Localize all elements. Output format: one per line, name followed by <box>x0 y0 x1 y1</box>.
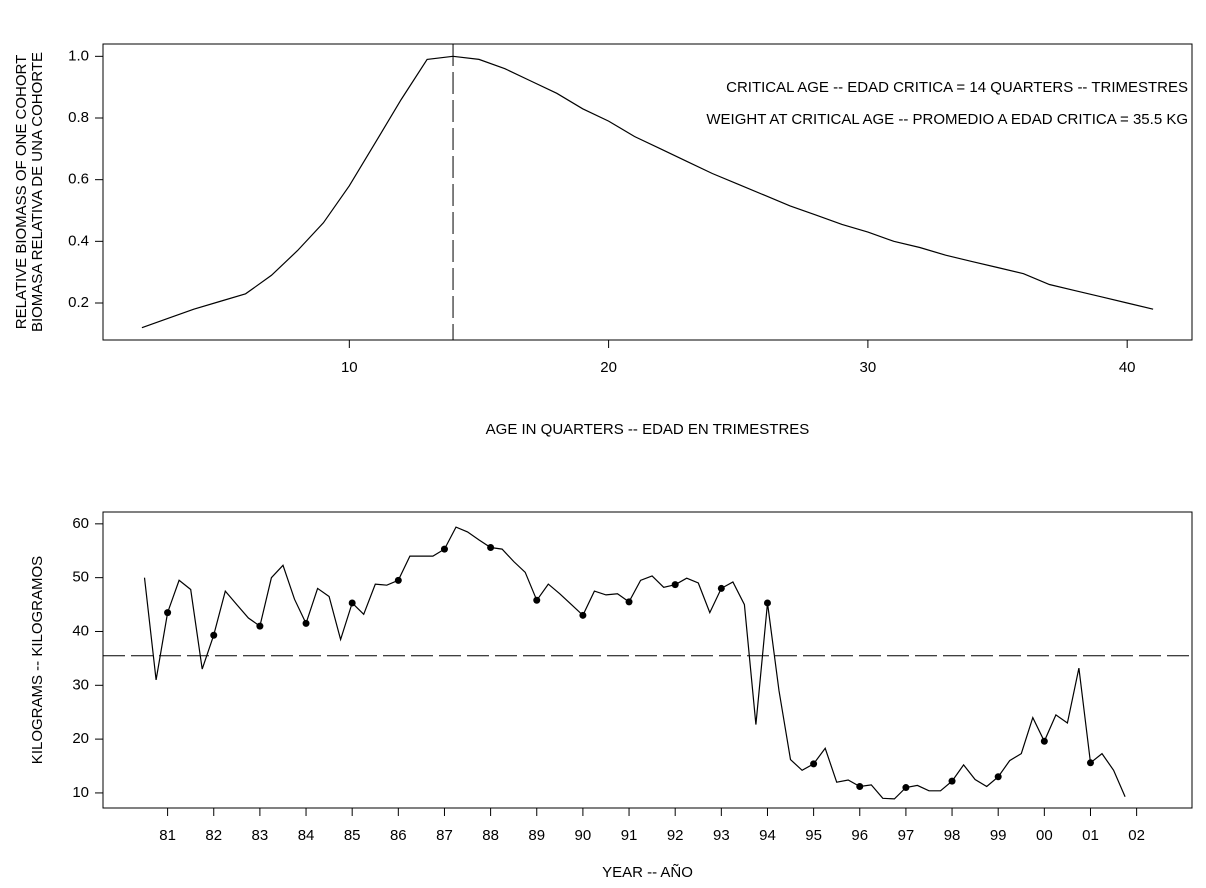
x-tick-label: 20 <box>600 359 617 376</box>
x-tick-label: 97 <box>898 827 915 844</box>
marker <box>164 609 172 617</box>
x-tick-label: 83 <box>252 827 269 844</box>
marker <box>948 777 956 785</box>
x-tick-label: 91 <box>621 827 638 844</box>
x-axis-label: YEAR -- AÑO <box>602 864 693 881</box>
marker <box>256 622 264 630</box>
y-tick-label: 0.2 <box>68 294 89 311</box>
marker <box>994 773 1002 781</box>
x-tick-label: 40 <box>1119 359 1136 376</box>
x-tick-label: 94 <box>759 827 776 844</box>
marker <box>210 631 218 639</box>
x-tick-label: 90 <box>575 827 592 844</box>
marker <box>440 545 448 553</box>
y-tick-label: 60 <box>72 515 89 532</box>
x-tick-label: 88 <box>482 827 499 844</box>
y-tick-label: 1.0 <box>68 47 89 64</box>
marker <box>1086 759 1094 767</box>
x-tick-label: 30 <box>860 359 877 376</box>
y-tick-label: 0.8 <box>68 109 89 126</box>
x-tick-label: 86 <box>390 827 407 844</box>
x-tick-label: 85 <box>344 827 361 844</box>
x-tick-label: 10 <box>341 359 358 376</box>
marker <box>487 544 495 552</box>
marker <box>579 611 587 619</box>
x-tick-label: 93 <box>713 827 730 844</box>
marker <box>302 619 310 627</box>
y-tick-label: 0.4 <box>68 232 89 249</box>
y-tick-label: 50 <box>72 569 89 586</box>
x-tick-label: 98 <box>944 827 961 844</box>
marker <box>394 576 402 584</box>
x-tick-label: 89 <box>528 827 545 844</box>
marker <box>856 782 864 790</box>
x-tick-label: 01 <box>1082 827 1099 844</box>
marker <box>810 760 818 768</box>
x-tick-label: 99 <box>990 827 1007 844</box>
x-tick-label: 81 <box>159 827 176 844</box>
x-tick-label: 84 <box>298 827 315 844</box>
x-tick-label: 96 <box>851 827 868 844</box>
x-tick-label: 95 <box>805 827 822 844</box>
marker <box>348 599 356 607</box>
plot-frame <box>102 511 1193 809</box>
y-tick-label: 30 <box>72 676 89 693</box>
annotation: CRITICAL AGE -- EDAD CRITICA = 14 QUARTE… <box>726 79 1188 96</box>
marker <box>625 598 633 606</box>
y-tick-label: 0.6 <box>68 171 89 188</box>
x-tick-label: 92 <box>667 827 684 844</box>
y-axis-label: BIOMASA RELATIVA DE UNA COHORTE <box>29 52 46 332</box>
x-axis-label: AGE IN QUARTERS -- EDAD EN TRIMESTRES <box>486 421 810 438</box>
y-axis-label: KILOGRAMS -- KILOGRAMOS <box>29 556 46 764</box>
x-tick-label: 00 <box>1036 827 1053 844</box>
y-axis-label: RELATIVE BIOMASS OF ONE COHORT <box>13 55 30 330</box>
x-tick-label: 02 <box>1128 827 1145 844</box>
y-tick-label: 20 <box>72 730 89 747</box>
x-tick-label: 82 <box>205 827 222 844</box>
data-line <box>141 55 1154 329</box>
y-tick-label: 10 <box>72 784 89 801</box>
data-line <box>143 526 1126 800</box>
marker <box>533 596 541 604</box>
annotation: WEIGHT AT CRITICAL AGE -- PROMEDIO A EDA… <box>706 111 1188 128</box>
plot-frame <box>102 43 1193 341</box>
x-tick-label: 87 <box>436 827 453 844</box>
marker <box>763 599 771 607</box>
marker <box>902 784 910 792</box>
marker <box>717 584 725 592</box>
marker <box>1040 737 1048 745</box>
marker <box>671 581 679 589</box>
y-tick-label: 40 <box>72 622 89 639</box>
